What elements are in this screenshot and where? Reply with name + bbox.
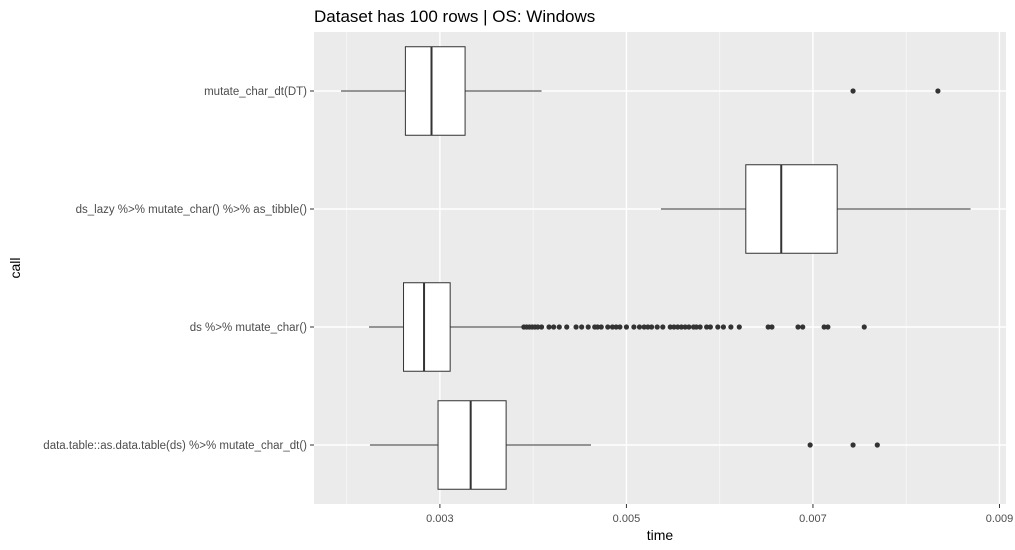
outlier-point bbox=[686, 324, 692, 330]
outlier-point bbox=[605, 324, 611, 330]
box bbox=[404, 46, 466, 136]
outlier-point bbox=[556, 324, 562, 330]
outlier-point bbox=[821, 324, 827, 330]
outlier-point bbox=[671, 324, 677, 330]
x-axis-ticks: 0.003 0.005 0.007 0.009 bbox=[426, 504, 1013, 525]
outlier-point bbox=[825, 324, 831, 330]
outlier-point bbox=[613, 324, 619, 330]
outlier-point bbox=[800, 324, 806, 330]
box bbox=[745, 164, 838, 254]
boxplot bbox=[660, 164, 971, 254]
outlier-point bbox=[693, 324, 699, 330]
boxplots bbox=[341, 46, 971, 490]
y-tick-label: mutate_char_dt(DT) bbox=[204, 86, 307, 98]
outlier-point bbox=[636, 324, 643, 330]
outlier-point bbox=[598, 324, 604, 330]
y-axis-title: call bbox=[7, 257, 23, 278]
outlier-point bbox=[609, 324, 616, 330]
outlier-point bbox=[707, 324, 713, 330]
outlier-point bbox=[641, 324, 647, 330]
outlier-point bbox=[660, 324, 666, 330]
outlier-point bbox=[631, 324, 637, 330]
boxplot bbox=[369, 400, 880, 490]
y-tick-label: ds_lazy %>% mutate_char() %>% as_tibble(… bbox=[76, 204, 308, 216]
outlier-point bbox=[765, 324, 771, 330]
x-tick-label: 0.009 bbox=[986, 513, 1014, 525]
outlier-point bbox=[697, 324, 703, 330]
outlier-point bbox=[535, 324, 541, 330]
outlier-point bbox=[667, 324, 673, 330]
x-tick-label: 0.005 bbox=[613, 513, 641, 525]
outlier-point bbox=[654, 324, 660, 330]
outlier-point bbox=[769, 324, 775, 330]
outlier-point bbox=[645, 324, 651, 330]
outlier-point bbox=[795, 324, 801, 330]
outlier-point bbox=[551, 324, 557, 330]
outlier-point bbox=[715, 324, 721, 330]
outlier-point bbox=[594, 324, 601, 330]
minor-gridlines bbox=[346, 32, 907, 504]
outlier-point bbox=[728, 324, 734, 330]
boxplot bbox=[369, 282, 867, 372]
outlier-point bbox=[807, 442, 813, 448]
outlier-point bbox=[573, 324, 579, 330]
x-tick-label: 0.003 bbox=[426, 513, 454, 525]
outlier-point bbox=[720, 324, 727, 330]
outlier-point bbox=[538, 324, 545, 330]
outlier-point bbox=[736, 324, 742, 330]
outlier-point bbox=[861, 324, 867, 330]
outlier-point bbox=[585, 324, 591, 330]
outlier-point bbox=[874, 442, 880, 448]
outlier-point bbox=[678, 324, 685, 330]
outlier-point bbox=[675, 324, 681, 330]
box bbox=[437, 400, 507, 490]
box bbox=[403, 282, 451, 372]
outlier-point bbox=[649, 324, 655, 330]
x-tick-label: 0.007 bbox=[799, 513, 827, 525]
outlier-point bbox=[546, 324, 552, 330]
y-tick-label: data.table::as.data.table(ds) %>% mutate… bbox=[43, 440, 307, 452]
outlier-point bbox=[579, 324, 585, 330]
chart-title: Dataset has 100 rows | OS: Windows bbox=[314, 7, 595, 26]
outlier-point bbox=[704, 324, 710, 330]
outlier-point bbox=[850, 442, 856, 448]
outlier-point bbox=[850, 88, 856, 94]
outlier-point bbox=[564, 324, 570, 330]
y-axis-ticks: mutate_char_dt(DT) ds_lazy %>% mutate_cha… bbox=[43, 86, 314, 452]
outlier-point bbox=[682, 324, 688, 330]
outlier-point bbox=[935, 88, 941, 94]
outlier-point bbox=[623, 324, 630, 330]
x-axis-title: time bbox=[647, 527, 674, 543]
boxplot bbox=[341, 46, 941, 136]
y-tick-label: ds %>% mutate_char() bbox=[190, 322, 307, 334]
outlier-point bbox=[617, 324, 623, 330]
